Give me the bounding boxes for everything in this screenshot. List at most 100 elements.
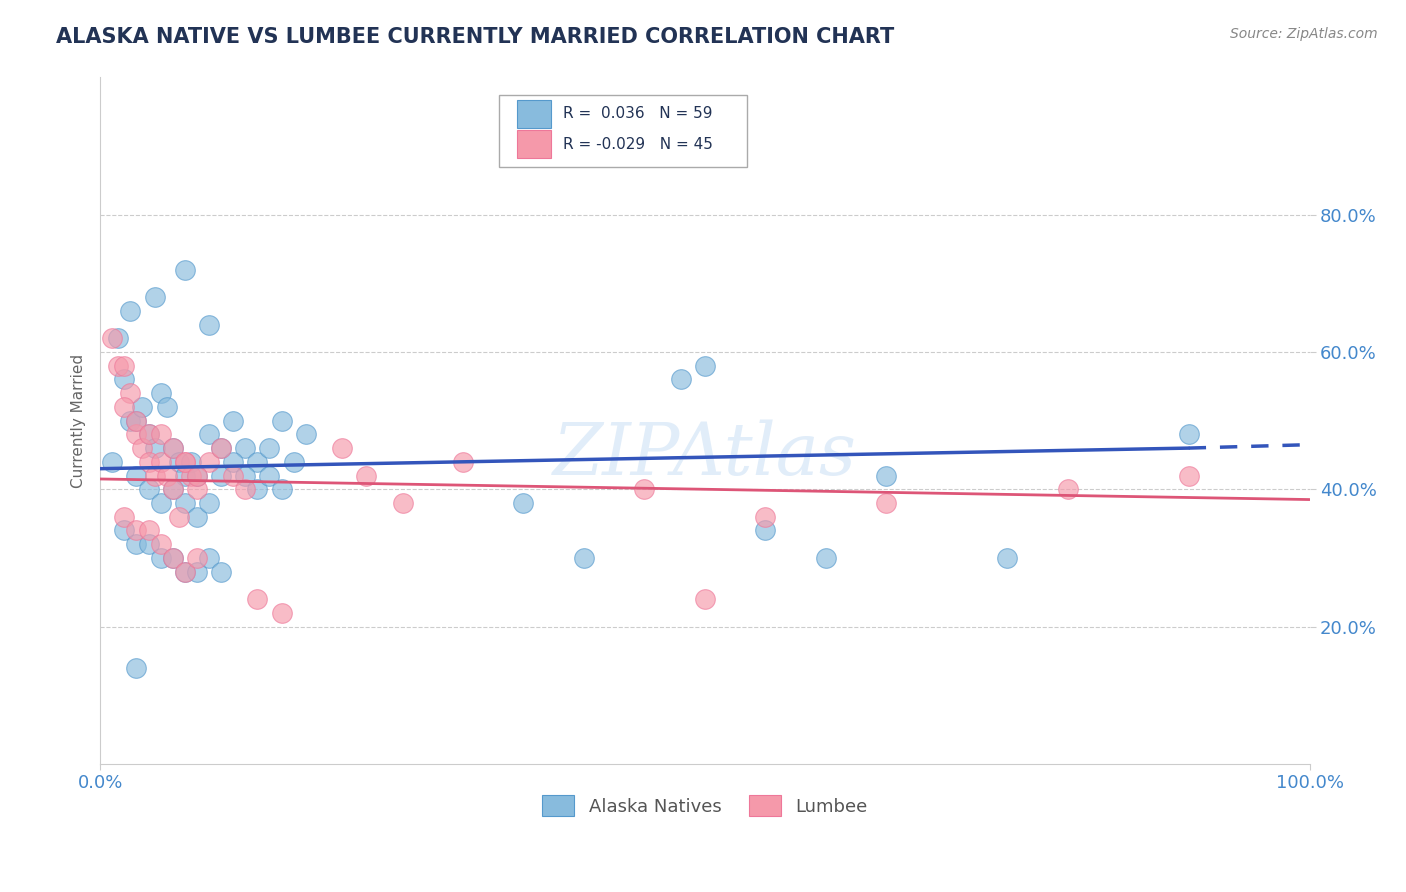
Point bbox=[875, 468, 897, 483]
Point bbox=[149, 537, 172, 551]
Point bbox=[270, 606, 292, 620]
Point bbox=[131, 400, 153, 414]
Point bbox=[173, 468, 195, 483]
Point bbox=[112, 359, 135, 373]
Point bbox=[138, 537, 160, 551]
Point bbox=[149, 386, 172, 401]
Point bbox=[107, 331, 129, 345]
Point bbox=[246, 483, 269, 497]
Point bbox=[669, 372, 692, 386]
Point bbox=[149, 427, 172, 442]
Point bbox=[222, 455, 245, 469]
Legend: Alaska Natives, Lumbee: Alaska Natives, Lumbee bbox=[534, 789, 875, 823]
Point bbox=[162, 441, 184, 455]
Point bbox=[101, 331, 124, 345]
Point bbox=[101, 455, 124, 469]
Point bbox=[451, 455, 474, 469]
Point bbox=[162, 441, 184, 455]
Point bbox=[209, 468, 232, 483]
Point bbox=[222, 414, 245, 428]
Point bbox=[995, 550, 1018, 565]
Point bbox=[180, 468, 202, 483]
Point bbox=[294, 427, 316, 442]
Point bbox=[270, 483, 292, 497]
Point bbox=[149, 550, 172, 565]
Point bbox=[173, 455, 195, 469]
Point bbox=[125, 524, 148, 538]
Point bbox=[120, 303, 142, 318]
Bar bbox=[517, 100, 551, 128]
Point bbox=[138, 455, 160, 469]
Text: ALASKA NATIVE VS LUMBEE CURRENTLY MARRIED CORRELATION CHART: ALASKA NATIVE VS LUMBEE CURRENTLY MARRIE… bbox=[56, 27, 894, 46]
Point bbox=[198, 550, 221, 565]
Point bbox=[138, 483, 160, 497]
Point bbox=[875, 496, 897, 510]
Point bbox=[209, 565, 232, 579]
Point bbox=[754, 509, 776, 524]
Point bbox=[693, 592, 716, 607]
Point bbox=[125, 468, 148, 483]
Point bbox=[112, 509, 135, 524]
Point bbox=[112, 400, 135, 414]
Point bbox=[131, 441, 153, 455]
Text: Source: ZipAtlas.com: Source: ZipAtlas.com bbox=[1230, 27, 1378, 41]
Point bbox=[162, 483, 184, 497]
Point bbox=[156, 468, 179, 483]
Point bbox=[173, 262, 195, 277]
Point bbox=[143, 441, 166, 455]
Point bbox=[391, 496, 413, 510]
Point bbox=[198, 427, 221, 442]
Point bbox=[246, 455, 269, 469]
Point bbox=[149, 496, 172, 510]
Point bbox=[173, 565, 195, 579]
Point bbox=[512, 496, 534, 510]
Point bbox=[222, 468, 245, 483]
Point bbox=[186, 468, 208, 483]
Point bbox=[167, 455, 190, 469]
Point bbox=[162, 550, 184, 565]
Point bbox=[120, 414, 142, 428]
Point bbox=[1177, 427, 1199, 442]
Point bbox=[270, 414, 292, 428]
Bar bbox=[517, 130, 551, 158]
Point bbox=[283, 455, 305, 469]
FancyBboxPatch shape bbox=[499, 95, 747, 167]
Y-axis label: Currently Married: Currently Married bbox=[72, 353, 86, 488]
Point bbox=[107, 359, 129, 373]
Point bbox=[125, 414, 148, 428]
Point bbox=[233, 468, 256, 483]
Point bbox=[143, 290, 166, 304]
Point bbox=[1177, 468, 1199, 483]
Point bbox=[198, 318, 221, 332]
Point bbox=[112, 372, 135, 386]
Point bbox=[186, 565, 208, 579]
Text: ZIPAtlas: ZIPAtlas bbox=[553, 419, 856, 491]
Point bbox=[173, 565, 195, 579]
Point bbox=[198, 455, 221, 469]
Point bbox=[125, 427, 148, 442]
Point bbox=[354, 468, 377, 483]
Point bbox=[233, 441, 256, 455]
Point bbox=[167, 509, 190, 524]
Point bbox=[162, 550, 184, 565]
Point bbox=[162, 483, 184, 497]
Point bbox=[138, 427, 160, 442]
Point bbox=[186, 509, 208, 524]
Point bbox=[259, 468, 281, 483]
Point bbox=[633, 483, 655, 497]
Point bbox=[125, 537, 148, 551]
Point bbox=[156, 400, 179, 414]
Point bbox=[1056, 483, 1078, 497]
Point bbox=[112, 524, 135, 538]
Point bbox=[754, 524, 776, 538]
Text: R = -0.029   N = 45: R = -0.029 N = 45 bbox=[564, 136, 713, 152]
Point bbox=[186, 483, 208, 497]
Point bbox=[173, 455, 195, 469]
Point bbox=[259, 441, 281, 455]
Point bbox=[173, 496, 195, 510]
Point bbox=[125, 661, 148, 675]
Point bbox=[209, 441, 232, 455]
Point bbox=[149, 455, 172, 469]
Point bbox=[330, 441, 353, 455]
Point bbox=[233, 483, 256, 497]
